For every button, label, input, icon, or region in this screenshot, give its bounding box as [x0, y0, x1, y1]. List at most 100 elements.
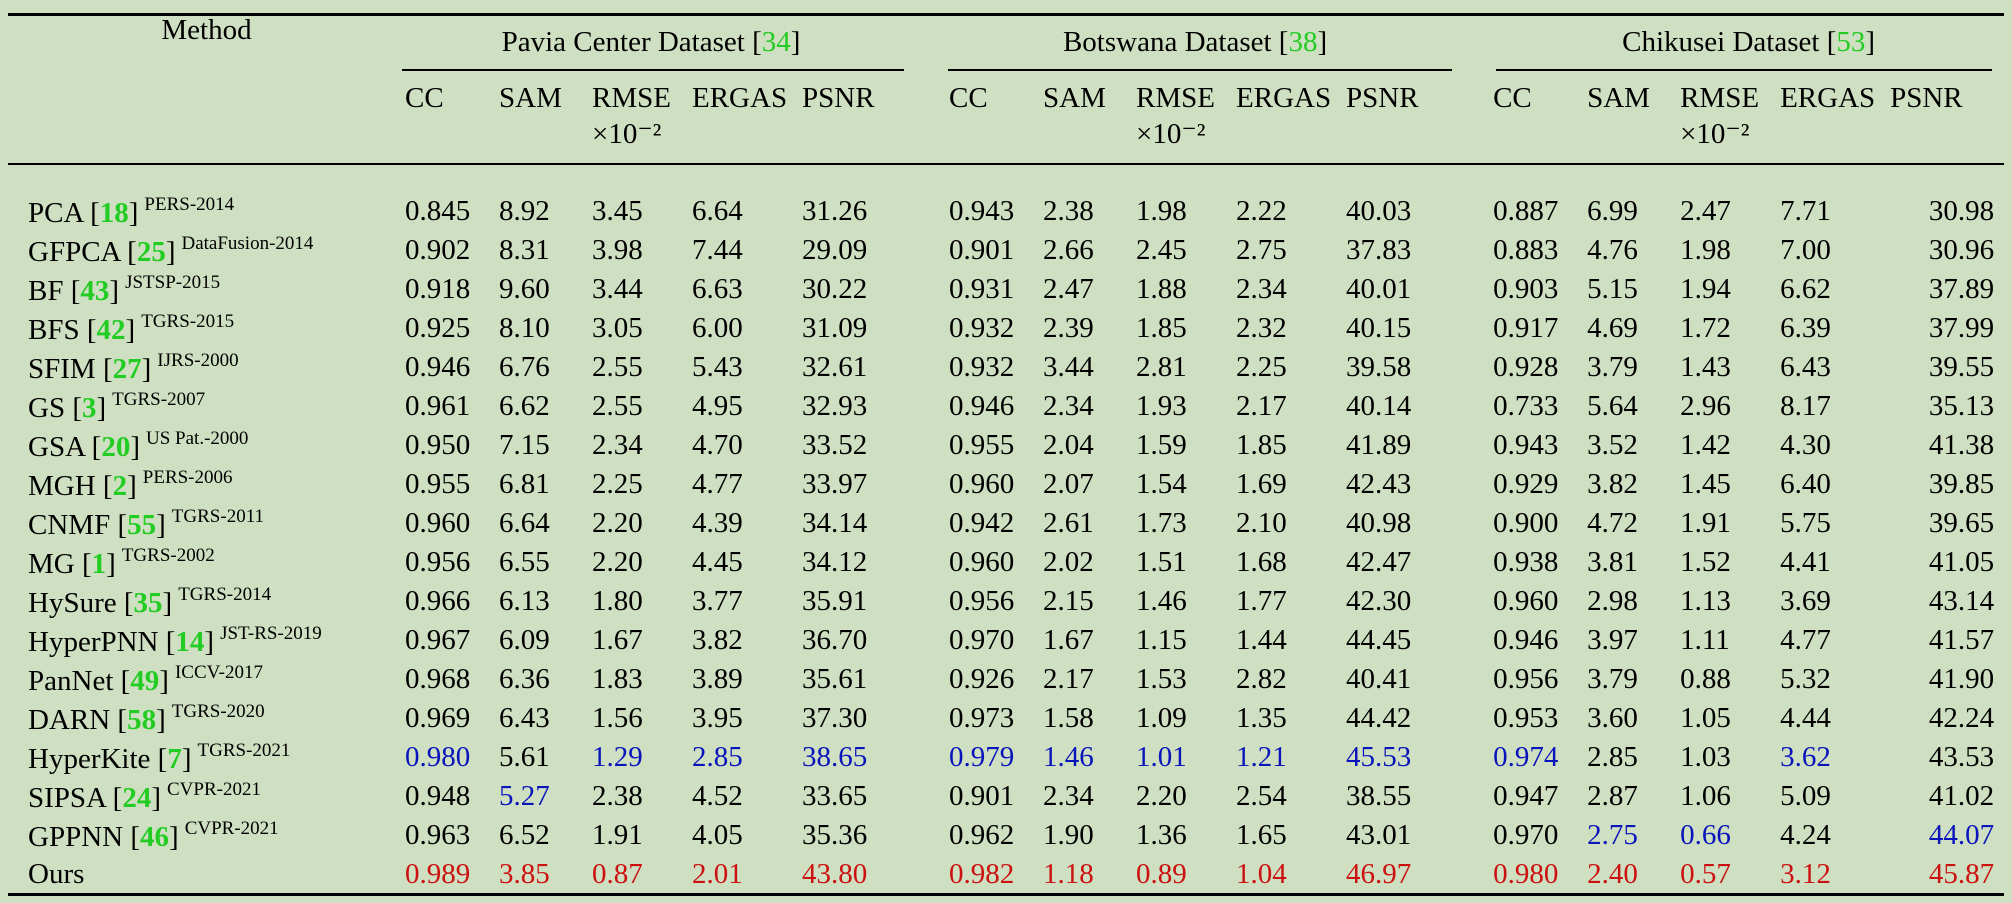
venue-label: TGRS-2002 [121, 544, 215, 566]
citation-link[interactable]: 49 [130, 664, 160, 697]
metric-header-sam: SAM [1587, 70, 1680, 174]
citation-link[interactable]: 46 [140, 820, 170, 853]
citation-link[interactable]: 53 [1836, 25, 1866, 58]
value-cell: 1.80 [592, 585, 643, 617]
value-cell: 3.82 [692, 624, 743, 656]
value-cell: 38.65 [802, 741, 868, 773]
citation-link[interactable]: 35 [133, 586, 163, 619]
metric-label: CC [949, 82, 988, 114]
value-cell: 1.45 [1680, 468, 1731, 500]
value-cell: 0.955 [949, 429, 1015, 461]
group-spacer [1441, 816, 1493, 855]
value-cell: 31.26 [802, 195, 868, 227]
value-cell: 0.946 [405, 351, 471, 383]
group-spacer [1441, 348, 1493, 387]
citation-link[interactable]: 20 [101, 430, 131, 463]
value-cell: 1.58 [1043, 702, 1094, 734]
value-cell: 1.18 [1043, 858, 1094, 890]
value-cell: 7.00 [1780, 234, 1831, 266]
method-name: HySure [28, 586, 117, 619]
value-cell: 35.61 [802, 663, 868, 695]
value-cell: 1.85 [1236, 429, 1287, 461]
group-spacer [897, 738, 949, 777]
value-cell: 3.85 [499, 858, 550, 890]
value-cell: 3.95 [692, 702, 743, 734]
value-cell: 34.12 [802, 546, 868, 578]
citation-link[interactable]: 34 [761, 25, 791, 58]
group-header-botswana: Botswana Dataset [38] [1062, 25, 1328, 58]
group-spacer [1441, 543, 1493, 582]
value-cell: 31.09 [802, 312, 868, 344]
header-rule [8, 163, 2004, 165]
group-spacer [1441, 738, 1493, 777]
value-cell: 3.12 [1780, 858, 1831, 890]
value-cell: 3.98 [592, 234, 643, 266]
citation-link[interactable]: 27 [112, 352, 142, 385]
value-cell: 3.52 [1587, 429, 1638, 461]
table-row: SIPSA [24] CVPR-2021 0.948 5.27 2.38 4.52 33.6… [8, 777, 2004, 816]
value-cell: 0.733 [1493, 390, 1559, 422]
value-cell: 4.52 [692, 780, 743, 812]
value-cell: 3.79 [1587, 663, 1638, 695]
citation-link[interactable]: 7 [167, 742, 182, 775]
value-cell: 9.60 [499, 273, 550, 305]
citation-link[interactable]: 55 [127, 508, 157, 541]
value-cell: 1.72 [1680, 312, 1731, 344]
method-cell: PCA [18] PERS-2014 [28, 193, 235, 229]
value-cell: 1.91 [1680, 507, 1731, 539]
citation-link[interactable]: 18 [99, 196, 129, 229]
table-row: GFPCA [25] DataFusion-2014 0.902 8.31 3.98 7.… [8, 231, 2004, 270]
value-cell: 3.77 [692, 585, 743, 617]
value-cell: 0.955 [405, 468, 471, 500]
value-cell: 6.99 [1587, 195, 1638, 227]
metric-header-rmse: RMSE ×10⁻² [1680, 70, 1780, 174]
citation-link[interactable]: 25 [136, 235, 166, 268]
value-cell: 2.15 [1043, 585, 1094, 617]
value-cell: 0.929 [1493, 468, 1559, 500]
metric-label: ERGAS [692, 82, 788, 114]
citation-link[interactable]: 43 [80, 274, 110, 307]
citation-link[interactable]: 3 [82, 391, 97, 424]
venue-label: PERS-2014 [144, 193, 235, 215]
value-cell: 1.51 [1136, 546, 1187, 578]
metric-header-sam: SAM [499, 70, 592, 174]
value-cell: 2.17 [1236, 390, 1287, 422]
citation-link[interactable]: 24 [122, 781, 152, 814]
value-cell: 42.30 [1346, 585, 1412, 617]
method-cell: SIPSA [24] CVPR-2021 [28, 778, 261, 814]
value-cell: 40.15 [1346, 312, 1412, 344]
metric-label: PSNR [802, 82, 875, 114]
value-cell: 1.52 [1680, 546, 1731, 578]
value-cell: 1.06 [1680, 780, 1731, 812]
citation-link[interactable]: 58 [127, 703, 157, 736]
value-cell: 3.82 [1587, 468, 1638, 500]
method-cell: HySure [35] TGRS-2014 [28, 583, 272, 619]
citation-link[interactable]: 42 [96, 313, 126, 346]
citation-link[interactable]: 2 [112, 469, 128, 502]
group-underline-botswana [948, 69, 1452, 71]
value-cell: 0.948 [405, 780, 471, 812]
value-cell: 1.90 [1043, 819, 1094, 851]
results-table: Method Pavia Center Dataset [34] Botswan… [8, 14, 2004, 894]
value-cell: 0.970 [949, 624, 1015, 656]
value-cell: 4.44 [1780, 702, 1831, 734]
metric-label: PSNR [1346, 82, 1419, 114]
value-cell: 5.32 [1780, 663, 1831, 695]
value-cell: 3.44 [592, 273, 643, 305]
value-cell: 1.67 [1043, 624, 1094, 656]
value-cell: 2.01 [692, 858, 743, 890]
value-cell: 1.13 [1680, 585, 1731, 617]
value-cell: 7.15 [499, 429, 550, 461]
value-cell: 2.34 [1236, 273, 1287, 305]
citation-link[interactable]: 38 [1288, 25, 1318, 58]
method-cell: HyperKite [7] TGRS-2021 [28, 739, 291, 775]
value-cell: 39.58 [1346, 351, 1412, 383]
value-cell: 6.64 [499, 507, 550, 539]
citation-link[interactable]: 1 [91, 547, 107, 580]
method-name: PCA [28, 196, 83, 229]
value-cell: 2.75 [1587, 819, 1638, 851]
value-cell: 2.82 [1236, 663, 1287, 695]
value-cell: 4.39 [692, 507, 743, 539]
citation-link[interactable]: 14 [175, 625, 205, 658]
metric-label: RMSE [1680, 82, 1760, 114]
